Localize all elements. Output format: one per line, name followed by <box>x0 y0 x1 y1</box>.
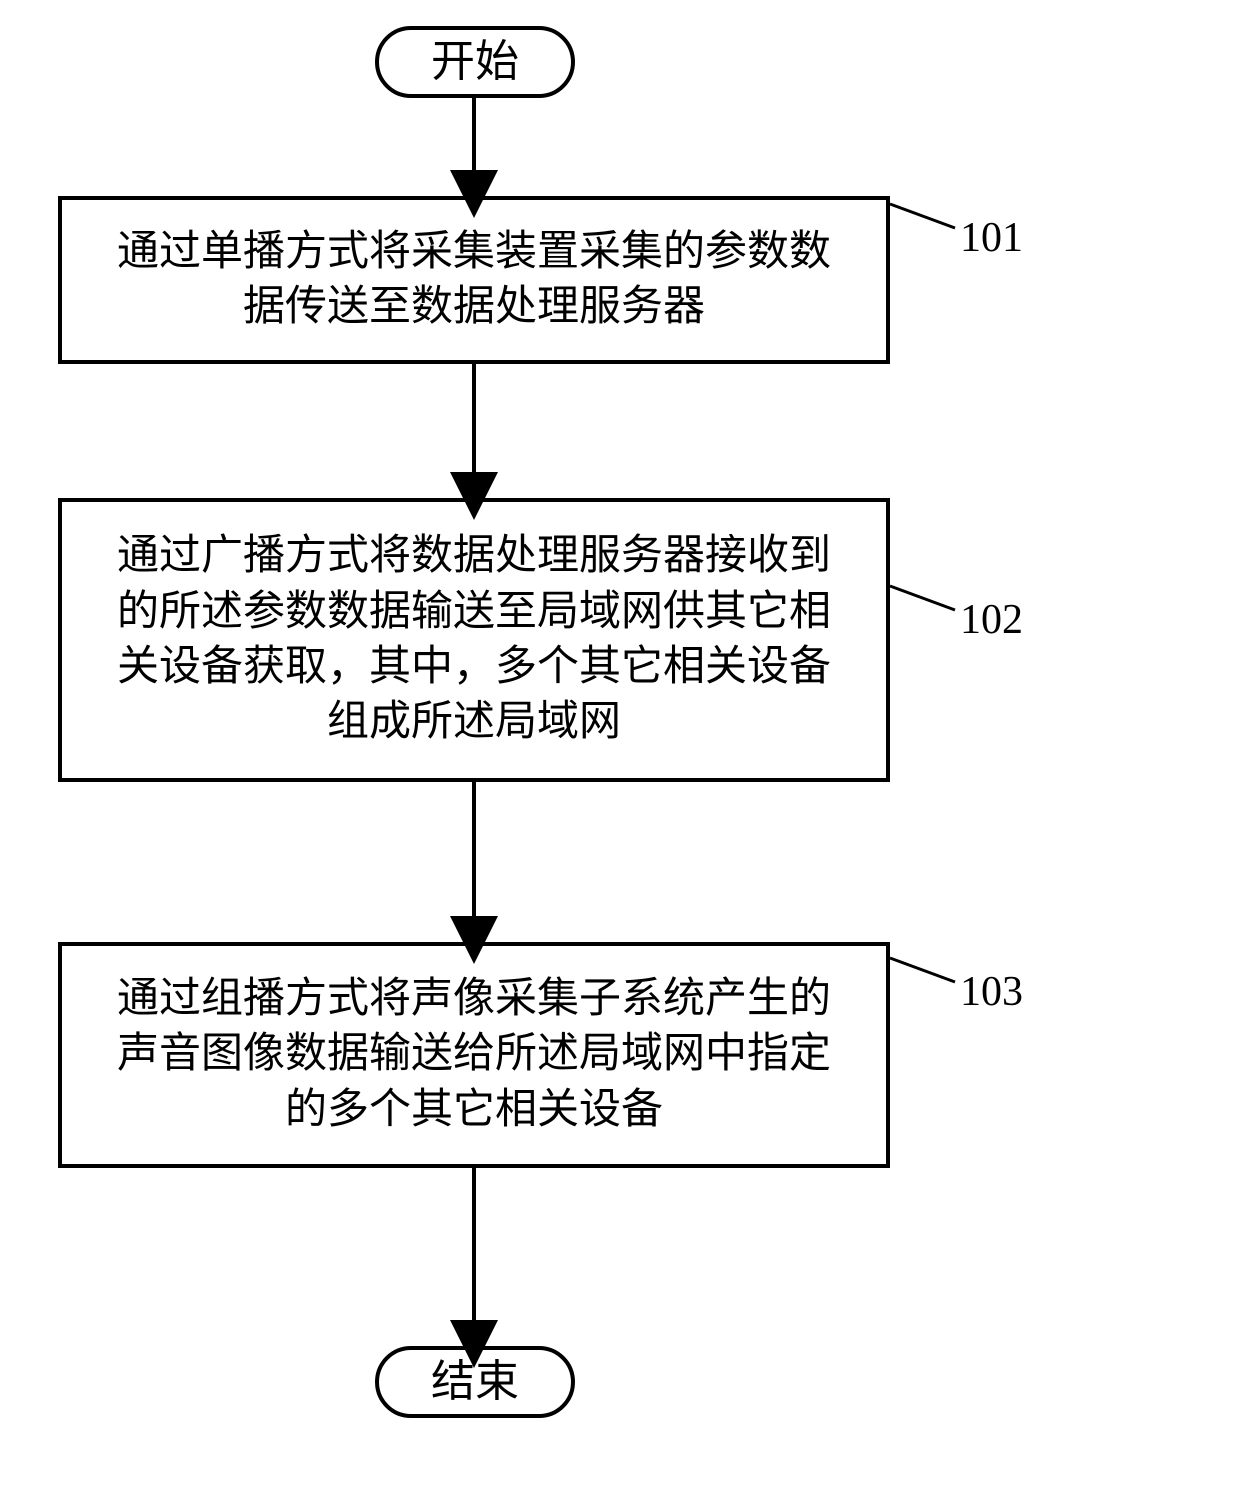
process-step-101-text: 通过单播方式将采集装置采集的参数数 据传送至数据处理服务器 <box>117 225 831 336</box>
terminator-start-label: 开始 <box>431 33 519 91</box>
process-step-102: 通过广播方式将数据处理服务器接收到 的所述参数数据输送至局域网供其它相 关设备获… <box>58 498 890 782</box>
terminator-end-label: 结束 <box>431 1353 519 1411</box>
leader-103 <box>890 958 955 982</box>
process-step-103-text: 通过组播方式将声像采集子系统产生的 声音图像数据输送给所述局域网中指定 的多个其… <box>117 972 831 1138</box>
step-label-102: 102 <box>960 596 1023 644</box>
terminator-start: 开始 <box>375 26 575 98</box>
flowchart-canvas: 开始 通过单播方式将采集装置采集的参数数 据传送至数据处理服务器 通过广播方式将… <box>0 0 1240 1504</box>
terminator-end: 结束 <box>375 1346 575 1418</box>
leader-102 <box>890 586 955 610</box>
step-label-103: 103 <box>960 968 1023 1016</box>
step-label-101: 101 <box>960 214 1023 262</box>
process-step-101: 通过单播方式将采集装置采集的参数数 据传送至数据处理服务器 <box>58 196 890 364</box>
process-step-102-text: 通过广播方式将数据处理服务器接收到 的所述参数数据输送至局域网供其它相 关设备获… <box>117 529 831 751</box>
process-step-103: 通过组播方式将声像采集子系统产生的 声音图像数据输送给所述局域网中指定 的多个其… <box>58 942 890 1168</box>
leader-101 <box>890 204 955 228</box>
